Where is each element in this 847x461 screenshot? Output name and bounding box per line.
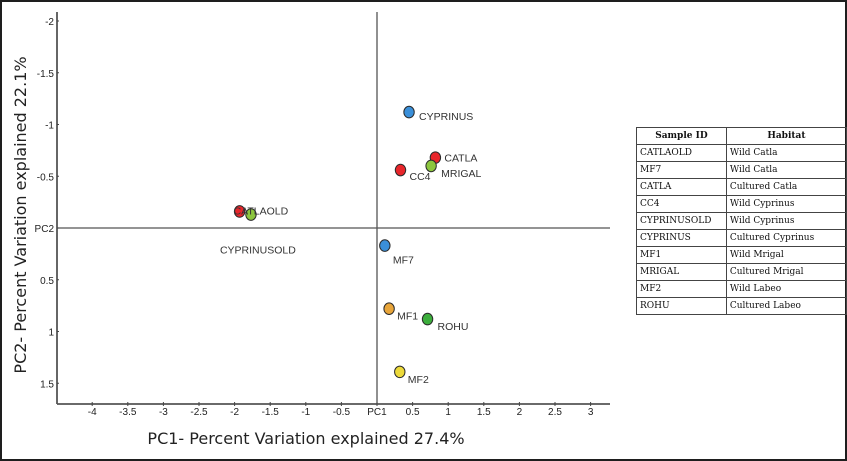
habitat-cell: Wild Labeo (725, 280, 847, 298)
table-row: CYPRINUS Cultured Cyprinus (636, 229, 847, 247)
x-tick-label: -2.5 (190, 407, 208, 418)
x-tick-label: -2 (230, 407, 239, 418)
y-tick-label: 1 (48, 328, 54, 339)
x-tick-label: 1.5 (477, 407, 491, 418)
data-point-cyprinusold (245, 208, 257, 221)
data-label-catlaold: CATLAOLD (234, 205, 289, 217)
habitat-cell: Wild Mrigal (725, 246, 847, 264)
table-row: CATLA Cultured Catla (636, 178, 847, 196)
points: CYPRINUS CATLA MRIGAL CC4 CATLAOLD CYPRINUSOL… (220, 105, 482, 386)
table-row: CC4 Wild Cyprinus (636, 195, 847, 213)
y-axis-title: PC2- Percent Variation explained 22.1% (11, 56, 30, 373)
x-tick-label: 1 (445, 407, 451, 418)
data-label-cyprinusold: CYPRINUSOLD (220, 245, 296, 257)
y-tick-label: -1.5 (37, 69, 55, 80)
habitat-cell: Cultured Labeo (725, 297, 847, 315)
habitat-cell: Cultured Catla (725, 178, 847, 196)
data-point-cyprinus (403, 105, 415, 119)
x-tick-label: 2 (517, 407, 523, 418)
habitat-cell: Cultured Cyprinus (725, 229, 847, 247)
sample-id-cell: MRIGAL (636, 263, 727, 281)
y-tick-label: PC2 (35, 224, 55, 235)
data-point-mf1 (383, 302, 395, 316)
x-tick-label: -1 (301, 407, 310, 418)
y-tick-label: -1 (45, 121, 54, 132)
table-header-row: Sample ID Habitat (636, 127, 847, 145)
data-label-mf1: MF1 (397, 311, 418, 323)
data-point-mrigal (425, 159, 437, 173)
header-habitat: Habitat (725, 127, 847, 145)
sample-id-cell: CYPRINUSOLD (636, 212, 727, 230)
sample-id-cell: CC4 (636, 195, 727, 213)
data-label-cc4: CC4 (409, 171, 430, 183)
data-point-cc4 (394, 163, 407, 177)
sample-habitat-table: Sample ID Habitat CATLAOLD Wild Catla MF7… (636, 127, 847, 315)
data-point-rohu (421, 312, 434, 326)
header-sample-id: Sample ID (636, 127, 727, 145)
y-tick-label: -0.5 (37, 172, 55, 183)
table-row: CATLAOLD Wild Catla (636, 144, 847, 162)
habitat-cell: Cultured Mrigal (725, 263, 847, 281)
table-row: MF2 Wild Labeo (636, 280, 847, 298)
data-label-mf2: MF2 (408, 374, 429, 386)
table-row: MRIGAL Cultured Mrigal (636, 263, 847, 281)
y-tick-label: 1.5 (40, 379, 54, 390)
habitat-cell: Wild Catla (725, 161, 847, 179)
data-label-mrigal: MRIGAL (441, 168, 481, 180)
y-tick-label: 0.5 (40, 276, 54, 287)
habitat-cell: Wild Cyprinus (725, 195, 847, 213)
data-point-catlaold (233, 205, 246, 218)
sample-id-cell: MF2 (636, 280, 727, 298)
habitat-cell: Wild Catla (725, 144, 847, 162)
sample-id-cell: CATLAOLD (636, 144, 727, 162)
ticks: -4 -3.5 -3 -2.5 -2 -1.5 -1 -0.5 PC1 0.5 1 1.5 2 2.5 3 -… (35, 17, 594, 418)
sample-id-cell: ROHU (636, 297, 727, 315)
x-axis-title: PC1- Percent Variation explained 27.4% (147, 429, 464, 448)
sample-id-cell: MF1 (636, 246, 727, 264)
x-tick-label: -1.5 (262, 407, 280, 418)
data-label-mf7: MF7 (393, 255, 414, 267)
habitat-cell: Wild Cyprinus (725, 212, 847, 230)
data-label-catla: CATLA (444, 153, 477, 165)
table-row: CYPRINUSOLD Wild Cyprinus (636, 212, 847, 230)
axes (56, 12, 610, 405)
x-tick-label: 2.5 (548, 407, 562, 418)
table-row: MF7 Wild Catla (636, 161, 847, 179)
data-label-cyprinus: CYPRINUS (419, 111, 473, 123)
sample-id-cell: CATLA (636, 178, 727, 196)
data-label-rohu: ROHU (438, 321, 469, 333)
table-row: MF1 Wild Mrigal (636, 246, 847, 264)
x-tick-label: PC1 (367, 407, 387, 418)
x-tick-label: 3 (588, 407, 594, 418)
x-tick-label: -4 (88, 407, 97, 418)
sample-id-cell: CYPRINUS (636, 229, 727, 247)
sample-id-cell: MF7 (636, 161, 727, 179)
x-tick-label: -0.5 (333, 407, 351, 418)
y-tick-label: -2 (45, 17, 54, 28)
x-tick-label: 0.5 (406, 407, 420, 418)
data-point-mf2 (394, 365, 406, 379)
x-tick-label: -3.5 (119, 407, 137, 418)
table-row: ROHU Cultured Labeo (636, 297, 847, 315)
x-tick-label: -3 (159, 407, 168, 418)
data-point-mf7 (379, 239, 391, 252)
